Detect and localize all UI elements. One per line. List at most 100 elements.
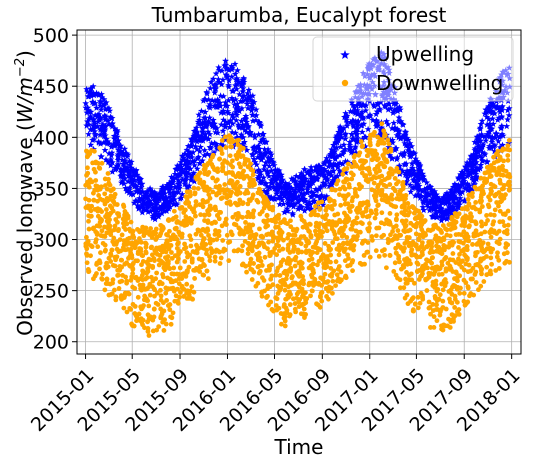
upwelling-point — [155, 213, 162, 220]
upwelling-point — [476, 153, 484, 160]
upwelling-point — [195, 120, 203, 128]
downwelling-point — [158, 313, 164, 319]
downwelling-point — [257, 211, 263, 217]
upwelling-point — [299, 178, 307, 185]
upwelling-point — [193, 129, 201, 136]
downwelling-point — [222, 134, 228, 140]
upwelling-point — [393, 155, 401, 163]
upwelling-point — [313, 187, 321, 194]
downwelling-point — [340, 171, 346, 177]
upwelling-point — [166, 180, 173, 187]
y-tick-label: 200 — [33, 332, 69, 354]
downwelling-point — [98, 250, 103, 256]
downwelling-point — [460, 258, 465, 264]
downwelling-point — [453, 260, 459, 265]
upwelling-point — [398, 133, 406, 140]
upwelling-point — [291, 190, 299, 197]
downwelling-point — [363, 173, 369, 178]
downwelling-point — [193, 199, 199, 205]
downwelling-point — [416, 277, 422, 282]
upwelling-point — [277, 171, 285, 178]
upwelling-point — [262, 180, 270, 187]
downwelling-point — [189, 284, 195, 290]
downwelling-point — [109, 205, 115, 211]
downwelling-point — [130, 301, 136, 307]
y-axis-label-main: Observed longwave ( — [13, 123, 37, 336]
upwelling-point — [257, 171, 265, 178]
upwelling-point — [439, 197, 446, 205]
downwelling-point — [376, 202, 381, 208]
upwelling-point — [336, 151, 344, 159]
downwelling-point — [144, 286, 150, 292]
upwelling-point — [384, 106, 392, 113]
upwelling-point — [194, 118, 202, 125]
upwelling-point — [443, 197, 450, 204]
downwelling-point — [168, 321, 174, 327]
upwelling-point — [425, 191, 433, 199]
upwelling-point — [389, 136, 396, 144]
downwelling-point — [220, 161, 225, 167]
upwelling-point — [249, 144, 257, 151]
upwelling-point — [234, 103, 242, 111]
downwelling-point — [487, 197, 493, 203]
upwelling-point — [216, 99, 224, 106]
upwelling-point — [242, 121, 249, 128]
downwelling-point — [488, 249, 494, 255]
upwelling-point — [95, 139, 103, 146]
y-tick-label: 450 — [33, 76, 69, 98]
upwelling-point — [127, 158, 135, 165]
upwelling-point — [240, 74, 248, 82]
upwelling-point — [191, 134, 199, 141]
upwelling-point — [364, 125, 372, 133]
downwelling-point — [441, 235, 447, 241]
downwelling-point — [462, 252, 467, 258]
upwelling-point — [152, 198, 160, 206]
downwelling-point — [278, 235, 284, 241]
upwelling-point — [438, 214, 446, 221]
downwelling-point — [395, 275, 400, 281]
downwelling-point — [385, 175, 390, 181]
upwelling-point — [466, 159, 474, 167]
downwelling-point — [237, 190, 243, 196]
downwelling-point — [368, 148, 374, 153]
downwelling-point — [200, 272, 206, 278]
downwelling-point — [292, 257, 298, 263]
downwelling-point — [488, 173, 494, 179]
downwelling-point — [391, 268, 397, 274]
downwelling-point — [281, 315, 287, 321]
downwelling-point — [492, 192, 498, 198]
downwelling-point — [226, 258, 232, 264]
downwelling-point — [165, 261, 171, 267]
upwelling-point — [295, 192, 303, 200]
upwelling-point — [302, 175, 310, 182]
downwelling-point — [104, 277, 110, 282]
downwelling-point — [166, 218, 172, 223]
downwelling-point — [85, 165, 90, 171]
downwelling-point — [195, 173, 201, 179]
downwelling-point — [295, 250, 301, 255]
upwelling-point — [483, 113, 491, 120]
downwelling-point — [157, 233, 163, 239]
downwelling-point — [308, 293, 313, 299]
upwelling-point — [334, 164, 342, 171]
upwelling-point — [97, 153, 105, 160]
upwelling-point — [92, 132, 99, 139]
upwelling-point — [487, 99, 495, 106]
upwelling-point — [403, 134, 411, 142]
upwelling-point — [297, 169, 305, 177]
downwelling-point — [491, 212, 497, 218]
upwelling-point — [455, 175, 462, 182]
upwelling-point — [320, 160, 328, 167]
downwelling-point — [398, 196, 403, 202]
downwelling-point — [502, 223, 507, 229]
downwelling-point — [479, 271, 484, 277]
upwelling-point — [383, 117, 390, 125]
downwelling-point — [251, 232, 257, 238]
upwelling-point — [100, 95, 108, 103]
downwelling-point — [396, 256, 402, 262]
upwelling-point — [222, 136, 230, 143]
downwelling-point — [403, 196, 408, 202]
upwelling-point — [229, 111, 236, 119]
downwelling-point — [262, 254, 268, 260]
upwelling-point — [230, 97, 237, 104]
